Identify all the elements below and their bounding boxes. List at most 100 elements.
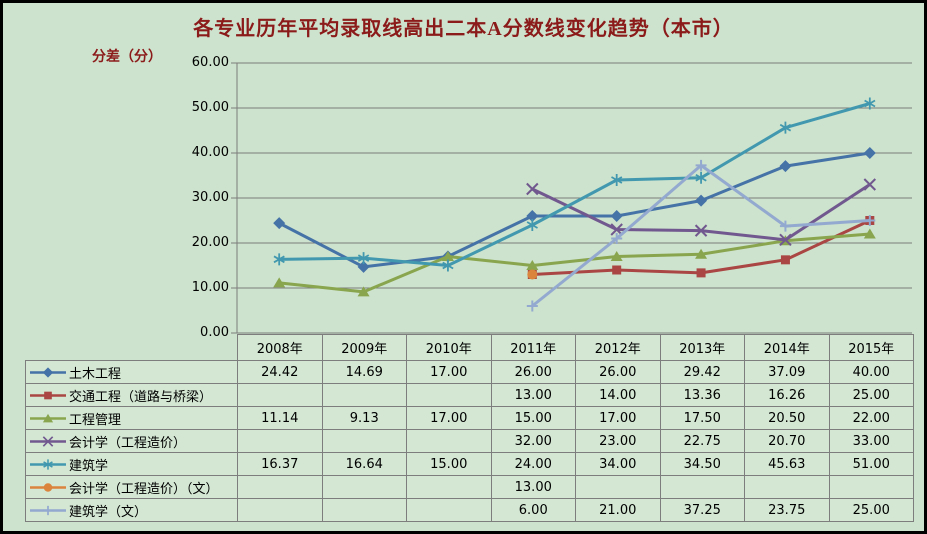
- year-header-cell: 2015年: [828, 334, 914, 361]
- marker-circle: [527, 269, 538, 280]
- marker-asterisk: [357, 252, 370, 265]
- value-cell: 25.00: [828, 383, 914, 407]
- series-line-2: [279, 232, 870, 294]
- y-tick-label: 60.00: [191, 55, 229, 70]
- table-corner-cell: [26, 335, 238, 361]
- value-cell: 29.42: [659, 360, 745, 384]
- marker-circle: [43, 482, 53, 492]
- y-tick-label: 20.00: [191, 235, 229, 250]
- chart-title: 各专业历年平均录取线高出二本A分数线变化趋势（本市）: [193, 18, 734, 40]
- marker-asterisk: [864, 97, 876, 110]
- value-cell: [406, 475, 492, 499]
- marker-plus: [43, 505, 53, 515]
- marker-x: [610, 223, 623, 236]
- value-cell: 9.13: [321, 406, 407, 430]
- value-cell: 34.50: [659, 452, 745, 476]
- year-header-cell: 2013年: [659, 334, 745, 361]
- legend-cell: 建筑学: [25, 452, 238, 476]
- year-header-cell: 2014年: [744, 334, 830, 361]
- marker-asterisk: [611, 174, 623, 186]
- value-cell: [321, 475, 407, 499]
- year-header-cell: 2008年: [237, 334, 323, 361]
- table-row: 建筑学（文） 6.00 21.00 37.25 23.75 25.00: [25, 498, 914, 522]
- marker-triangle: [526, 260, 539, 270]
- y-tick-label: 0.00: [200, 325, 229, 340]
- marker-triangle: [273, 277, 286, 288]
- value-cell: 14.00: [575, 383, 661, 407]
- value-cell: [321, 429, 407, 453]
- marker-triangle: [863, 228, 876, 239]
- value-cell: 15.00: [406, 452, 492, 476]
- value-cell: [237, 429, 323, 453]
- series-name: 会计学（工程造价）: [69, 435, 187, 451]
- year-header-cell: 2012年: [575, 334, 661, 361]
- value-cell: 32.00: [490, 429, 576, 453]
- marker-plus: [695, 159, 707, 171]
- value-cell: 23.75: [744, 498, 830, 522]
- series-name: 工程管理: [69, 412, 122, 428]
- marker-asterisk: [43, 458, 53, 470]
- table-row: 会计学（工程造价） 32.00 23.00 22.75 20.70 33.00: [25, 429, 914, 453]
- y-axis-title: 分差（分）: [92, 49, 162, 65]
- y-tick-label: 30.00: [191, 190, 229, 205]
- y-tick-label: 10.00: [191, 280, 229, 295]
- value-cell: 16.64: [321, 452, 407, 476]
- value-cell: 13.00: [490, 383, 576, 407]
- marker-diamond: [526, 210, 539, 222]
- legend-key-icon: [30, 366, 66, 378]
- value-cell: 26.00: [575, 360, 661, 384]
- marker-square: [696, 268, 706, 278]
- value-cell: [659, 475, 745, 499]
- value-cell: 37.25: [659, 498, 745, 522]
- value-cell: 11.14: [237, 406, 323, 430]
- legend-cell: 会计学（工程造价）: [25, 429, 238, 453]
- marker-triangle: [610, 251, 623, 261]
- value-cell: 26.00: [490, 360, 576, 384]
- year-header-cell: 2011年: [490, 334, 576, 361]
- value-cell: 14.69: [321, 360, 407, 384]
- marker-triangle: [42, 413, 54, 422]
- marker-x: [694, 224, 708, 237]
- marker-square: [612, 265, 622, 275]
- value-cell: [744, 475, 830, 499]
- value-cell: 16.26: [744, 383, 830, 407]
- marker-plus: [611, 233, 623, 244]
- marker-diamond: [273, 217, 286, 230]
- marker-asterisk: [273, 253, 285, 266]
- value-cell: 22.00: [828, 406, 914, 430]
- legend-key-icon: [30, 413, 66, 422]
- series-line-0: [278, 151, 871, 269]
- series-line-6: [531, 163, 870, 308]
- value-cell: 20.50: [744, 406, 830, 430]
- legend-key-icon: [30, 435, 66, 447]
- value-cell: 15.00: [490, 406, 576, 430]
- marker-plus: [526, 300, 538, 312]
- y-tick-label: 50.00: [191, 100, 229, 115]
- value-cell: [321, 498, 407, 522]
- value-cell: 40.00: [828, 360, 914, 384]
- legend-cell: 会计学（工程造价）（文）: [25, 475, 238, 499]
- legend-key-icon: [30, 391, 66, 399]
- value-cell: 17.00: [406, 360, 492, 384]
- legend-cell: 交通工程（道路与桥梁）: [25, 383, 238, 407]
- series-name: 建筑学: [69, 458, 109, 474]
- value-cell: 33.00: [828, 429, 914, 453]
- table-row: 交通工程（道路与桥梁） 13.00 14.00 13.36 16.26 25.00: [25, 383, 914, 407]
- marker-diamond: [610, 210, 623, 222]
- value-cell: 6.00: [490, 498, 576, 522]
- value-cell: 51.00: [828, 452, 914, 476]
- value-cell: 22.75: [659, 429, 745, 453]
- series-name: 交通工程（道路与桥梁）: [69, 389, 213, 405]
- marker-triangle: [695, 248, 708, 259]
- value-cell: 45.63: [744, 452, 830, 476]
- value-cell: 16.37: [237, 452, 323, 476]
- table-row: 建筑学 16.37 16.64 15.00 24.00 34.00 34.50 45.63 51…: [25, 452, 914, 476]
- value-cell: [237, 498, 323, 522]
- series-name: 土木工程: [69, 366, 122, 382]
- legend-key-icon: [30, 505, 66, 515]
- value-cell: [406, 429, 492, 453]
- value-cell: 13.36: [659, 383, 745, 407]
- legend-cell: 土木工程: [25, 360, 238, 384]
- year-header-cell: 2009年: [321, 334, 407, 361]
